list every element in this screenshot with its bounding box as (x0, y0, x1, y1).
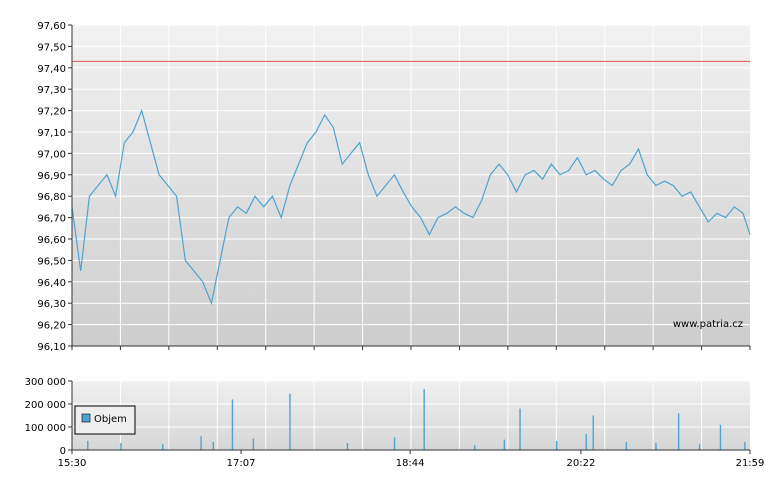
price-y-tick-label: 97,30 (37, 85, 66, 96)
volume-bar (719, 424, 722, 450)
volume-bar (555, 440, 558, 450)
volume-bar (474, 445, 476, 450)
volume-x-tick-label: 20:22 (567, 458, 596, 469)
volume-bar (677, 413, 680, 450)
volume-bar (585, 433, 587, 450)
volume-panel: 0 100 000 200 000 300 000 15:30 17:07 18:44 20… (25, 377, 765, 469)
price-y-tick-label: 96,20 (37, 321, 66, 332)
price-y-tick-label: 97,50 (37, 42, 66, 53)
volume-y-tick-label: 200 000 (25, 400, 66, 411)
price-y-tick-label: 97,40 (37, 64, 66, 75)
volume-x-tick-label: 15:30 (58, 458, 87, 469)
price-y-tick-label: 96,30 (37, 299, 66, 310)
volume-y-tick-label: 300 000 (25, 377, 66, 388)
price-y-tick-label: 96,50 (37, 256, 66, 267)
volume-bar (212, 441, 214, 450)
price-y-tick-label: 96,40 (37, 278, 66, 289)
volume-bar (346, 443, 349, 450)
volume-y-tick-label: 0 (60, 446, 66, 457)
volume-bar (393, 437, 396, 450)
volume-bar (200, 436, 202, 450)
volume-bar (120, 443, 122, 450)
volume-bar (519, 408, 521, 450)
legend-swatch-icon (81, 413, 91, 423)
volume-bar (698, 444, 701, 450)
volume-bar (744, 441, 746, 450)
price-y-tick-label: 97,20 (37, 107, 66, 118)
volume-bar (87, 440, 89, 450)
volume-bar (655, 443, 657, 450)
price-y-tick-label: 96,60 (37, 235, 66, 246)
volume-bar (162, 444, 164, 450)
volume-bar (592, 415, 594, 450)
volume-gridlines (72, 380, 750, 450)
volume-x-tick-label: 18:44 (396, 458, 425, 469)
price-y-tick-label: 97,60 (37, 21, 66, 32)
price-y-tick-label: 96,90 (37, 171, 66, 182)
price-y-tick-label: 97,00 (37, 149, 66, 160)
watermark: www.patria.cz (673, 319, 743, 330)
volume-bar (503, 439, 506, 450)
price-y-tick-label: 97,10 (37, 128, 66, 139)
price-panel: 96,10 96,20 96,30 96,40 96,50 96,60 96,70 96,80… (37, 21, 751, 353)
volume-bar (289, 393, 291, 450)
volume-x-tick-label: 21:59 (736, 458, 765, 469)
volume-x-tick-label: 17:07 (227, 458, 256, 469)
volume-y-axis: 0 100 000 200 000 300 000 (25, 377, 72, 457)
volume-bar (625, 441, 628, 450)
volume-bar (252, 438, 255, 450)
volume-bars (87, 389, 746, 450)
price-y-axis: 96,10 96,20 96,30 96,40 96,50 96,60 96,70 96,80… (37, 21, 72, 353)
price-y-tick-label: 96,70 (37, 214, 66, 225)
price-x-tick-marks (71, 346, 751, 350)
volume-legend: Objem (74, 405, 136, 435)
price-y-tick-label: 96,80 (37, 192, 66, 203)
volume-x-axis: 15:30 17:07 18:44 20:22 21:59 (58, 450, 765, 469)
volume-y-tick-label: 100 000 (25, 423, 66, 434)
volume-bar (231, 399, 234, 450)
price-series-line (71, 108, 751, 306)
volume-bar (423, 389, 425, 450)
legend-label: Objem (94, 414, 127, 425)
price-y-tick-label: 96,10 (37, 342, 66, 353)
price-gridlines (72, 24, 750, 346)
